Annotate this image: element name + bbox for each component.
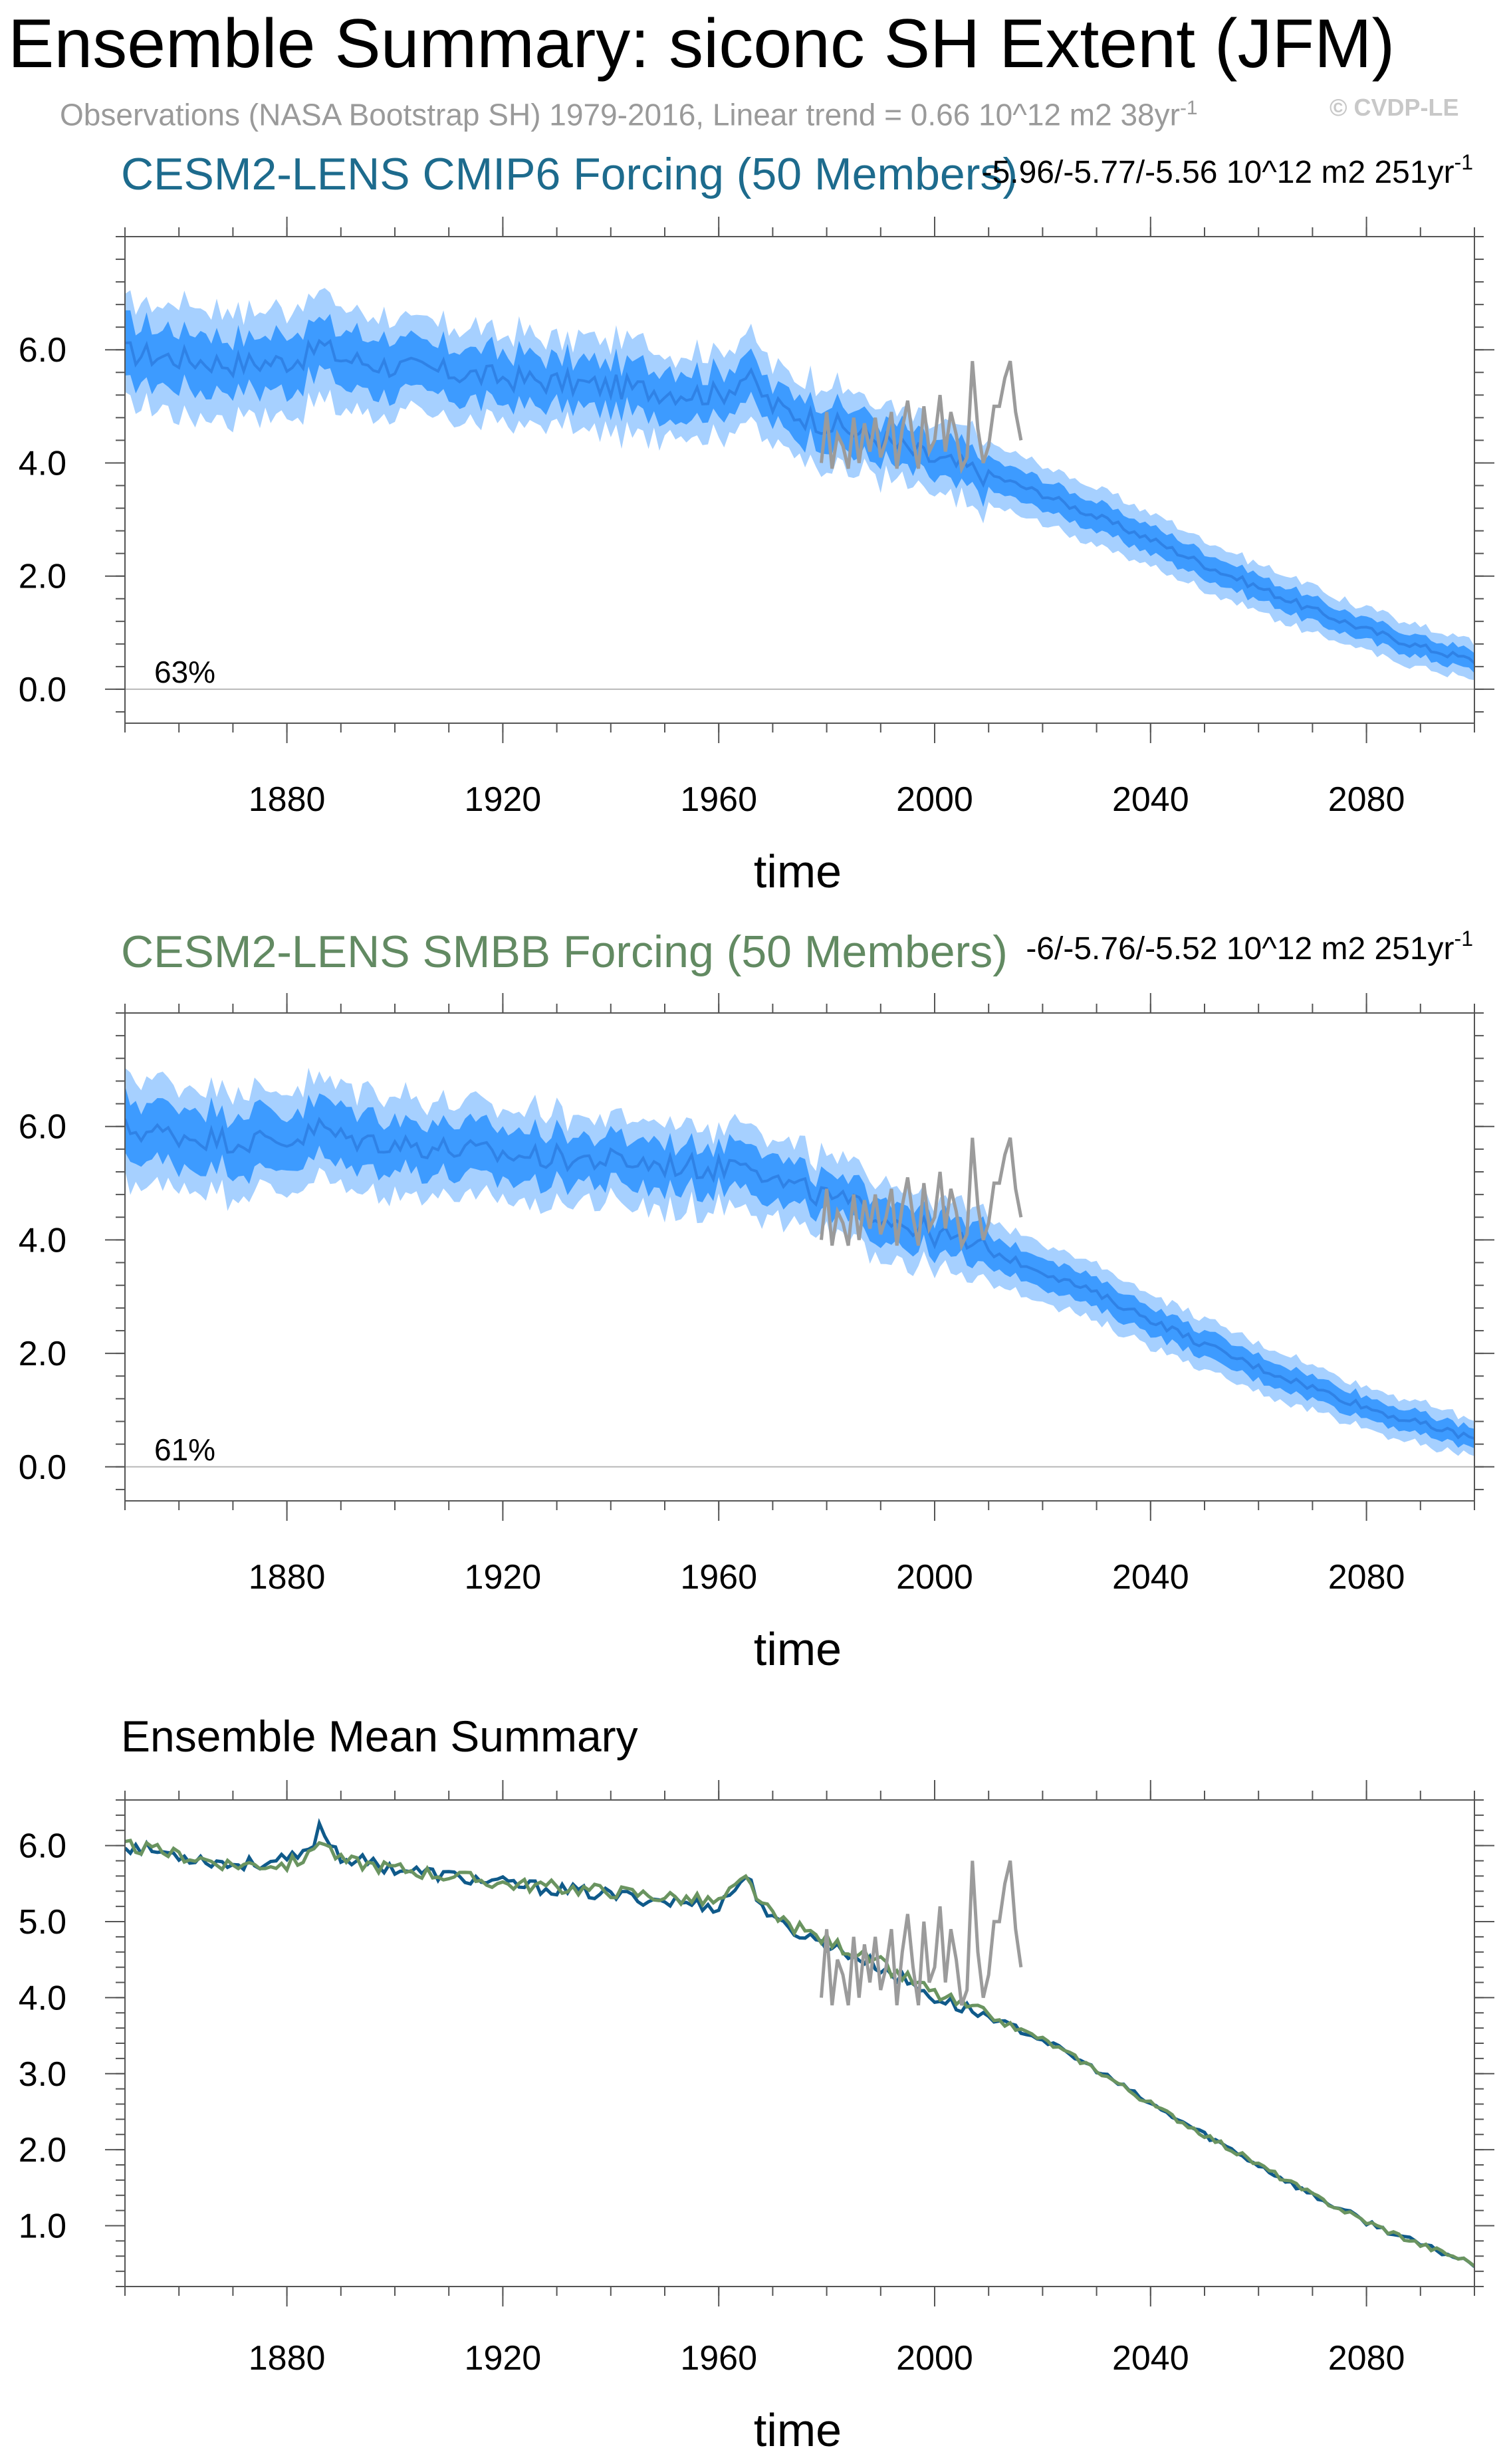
trend-superscript: -1 [1454,927,1473,951]
x-tick-label: 2080 [1328,2339,1405,2378]
chart-title: CESM2-LENS SMBB Forcing (50 Members) [121,927,1008,977]
x-tick-label: 1880 [249,2339,326,2378]
y-tick-label: 3.0 [19,2055,66,2094]
x-tick-label: 1960 [680,2339,757,2378]
trend-text: -5.96/-5.77/-5.56 10^12 m2 251yr [982,155,1454,190]
y-tick-label: 4.0 [19,1221,66,1260]
y-tick-label: 4.0 [19,1979,66,2017]
y-tick-label: 4.0 [19,444,66,483]
trend-label: -5.96/-5.77/-5.56 10^12 m2 251yr-1 [982,150,1473,190]
x-tick-label: 2000 [896,2339,973,2378]
x-tick-label: 2040 [1112,1558,1189,1597]
y-tick-label: 6.0 [19,1108,66,1147]
x-tick-label: 1880 [249,780,326,819]
plot-area [125,288,1474,690]
subtitle-superscript: -1 [1179,97,1198,119]
plot-area [125,1818,1474,2269]
observations-line [820,360,1023,475]
percent-label: 63% [154,655,215,689]
y-tick-label: 2.0 [19,558,66,596]
watermark: © CVDP-LE [1330,94,1459,121]
x-tick-label: 2080 [1328,780,1405,819]
y-tick-label: 2.0 [19,2131,66,2170]
y-tick-label: 0.0 [19,671,66,709]
trend-superscript: -1 [1454,150,1473,174]
chart-title: CESM2-LENS CMIP6 Forcing (50 Members) [121,149,1018,199]
x-axis-label: time [754,845,842,897]
trend-text: -6/-5.76/-5.52 10^12 m2 251yr [1026,931,1454,966]
y-tick-label: 2.0 [19,1335,66,1373]
x-tick-label: 1960 [680,780,757,819]
figure-title: Ensemble Summary: siconc SH Extent (JFM) [8,5,1395,82]
y-tick-label: 5.0 [19,1903,66,1942]
plot-frame [124,236,1475,724]
figure-subtitle: Observations (NASA Bootstrap SH) 1979-20… [60,98,1198,130]
x-axis-label: time [754,2404,842,2456]
series-line-2 [125,1839,1474,2268]
y-tick-label: 1.0 [19,2207,66,2246]
chart-title: Ensemble Mean Summary [121,1712,638,1761]
ensemble-iqr-band [125,1085,1474,1448]
observations-line [820,1860,1023,2006]
ensemble-mean-line [125,338,1474,665]
x-axis-label: time [754,1623,842,1675]
x-tick-label: 1920 [465,1558,542,1597]
x-tick-label: 1920 [465,780,542,819]
x-tick-label: 1880 [249,1558,326,1597]
series-line-1 [125,1818,1474,2269]
plot-frame [124,1799,1475,2287]
plot-area [125,1067,1474,1468]
observations-line [820,1137,1023,1252]
plot-frame [124,1012,1475,1502]
percent-label: 61% [154,1432,215,1467]
x-tick-label: 2000 [896,780,973,819]
y-tick-label: 6.0 [19,331,66,370]
x-tick-label: 1960 [680,1558,757,1597]
x-tick-label: 2000 [896,1558,973,1597]
chart-panel-1: CESM2-LENS CMIP6 Forcing (50 Members)-5.… [19,149,1494,897]
ensemble-mean-line [125,1116,1474,1440]
x-tick-label: 1920 [465,2339,542,2378]
x-tick-label: 2040 [1112,2339,1189,2378]
y-tick-label: 0.0 [19,1448,66,1487]
x-tick-label: 2080 [1328,1558,1405,1597]
chart-panel-2: CESM2-LENS SMBB Forcing (50 Members) -6/-… [19,927,1494,1675]
x-tick-label: 2040 [1112,780,1189,819]
y-tick-label: 6.0 [19,1827,66,1866]
trend-label: -6/-5.76/-5.52 10^12 m2 251yr-1 [1026,927,1473,966]
subtitle-text: Observations (NASA Bootstrap SH) 1979-20… [60,97,1180,132]
ensemble-iqr-band [125,310,1474,673]
chart-panel-3: Ensemble Mean Summary 1880 1920 1960 2000 204… [19,1712,1494,2456]
